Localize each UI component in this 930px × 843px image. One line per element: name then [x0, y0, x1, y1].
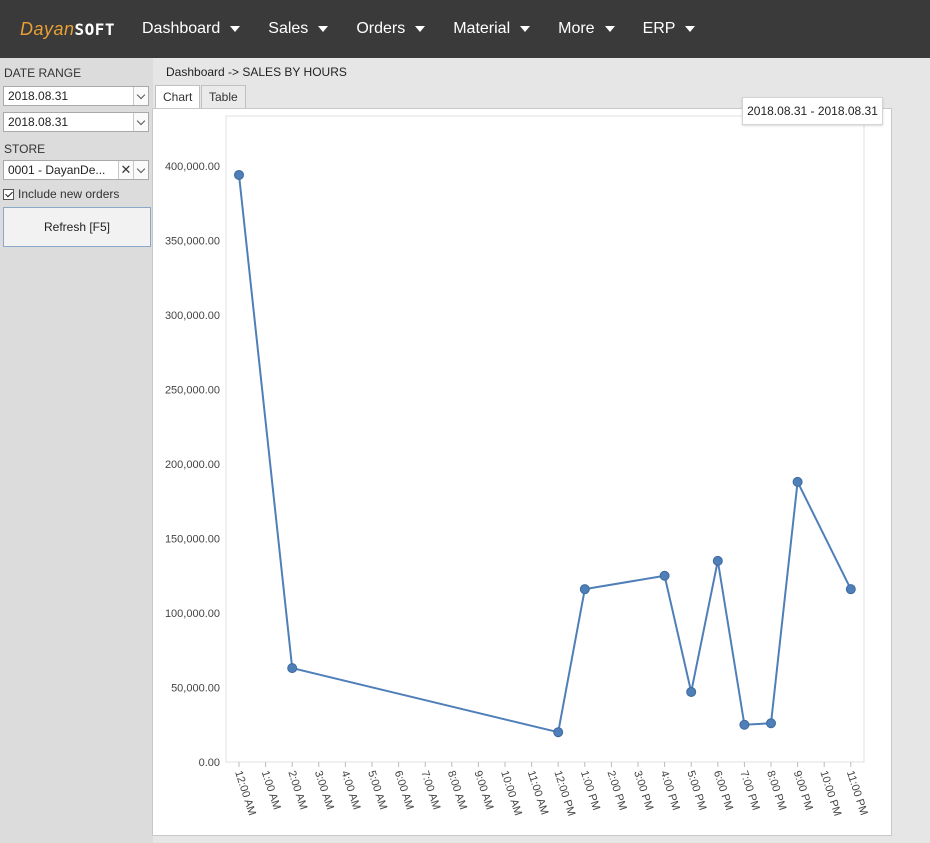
x-tick-label: 4:00 AM [339, 769, 363, 811]
x-tick-label: 1:00 AM [259, 769, 283, 811]
x-tick-label: 7:00 AM [418, 769, 442, 811]
y-tick-label: 400,000.00 [165, 161, 220, 173]
store-select[interactable]: 0001 - DayanDe... ✕ [3, 160, 149, 180]
menu-sales-label: Sales [268, 20, 309, 37]
caret-down-icon [520, 26, 531, 32]
data-point [659, 570, 670, 581]
x-tick-label: 3:00 PM [631, 769, 655, 812]
top-navigation-bar: Dayan SOFT Dashboard Sales Orders Materia… [0, 0, 930, 58]
sales-by-hours-chart: 0.00 50,000.00 100,000.00 150,000.00 200,000… [165, 115, 870, 818]
clear-icon[interactable]: ✕ [118, 161, 133, 179]
dayansoft-logo[interactable]: Dayan SOFT [20, 19, 120, 40]
menu-orders[interactable]: Orders [356, 20, 426, 38]
chevron-down-icon [136, 116, 146, 125]
caret-down-icon [415, 26, 426, 32]
data-point [845, 584, 856, 595]
x-tick-label: 1:00 PM [578, 769, 602, 812]
date-range-label: DATE RANGE [4, 66, 82, 80]
x-tick-label: 9:00 AM [472, 769, 496, 811]
menu-dashboard-label: Dashboard [142, 20, 221, 37]
menu-sales[interactable]: Sales [268, 20, 329, 38]
menu-material-label: Material [453, 20, 511, 37]
x-tick-label: 6:00 PM [711, 769, 735, 812]
include-new-orders-label: Include new orders [18, 187, 120, 201]
y-tick-label: 250,000.00 [165, 385, 220, 397]
refresh-button[interactable]: Refresh [F5] [3, 207, 151, 247]
logo-text-dayan: Dayan [20, 18, 75, 39]
main-menu: Dashboard Sales Orders Material More ERP [142, 20, 723, 38]
tab-chart[interactable]: Chart [155, 85, 201, 109]
data-point [234, 169, 244, 180]
menu-erp-label: ERP [642, 20, 676, 37]
x-tick-label: 3:00 AM [312, 769, 336, 811]
x-tick-label: 4:00 PM [658, 769, 682, 812]
y-tick-label: 0.00 [199, 757, 220, 769]
series-line [238, 174, 852, 734]
data-point [712, 555, 723, 566]
x-tick-label: 2:00 PM [605, 769, 629, 812]
data-point [553, 727, 564, 738]
data-point [766, 718, 776, 729]
x-tick-label: 12:00 PM [551, 769, 577, 817]
caret-down-icon [318, 26, 329, 32]
store-dropdown-button[interactable] [133, 161, 148, 179]
data-point [686, 686, 697, 697]
x-tick-label: 12:00 AM [232, 769, 258, 817]
caret-down-icon [604, 26, 615, 32]
x-tick-label: 6:00 AM [392, 769, 416, 811]
x-tick-label: 2:00 AM [285, 769, 309, 811]
breadcrumb: Dashboard -> SALES BY HOURS [166, 65, 347, 79]
filter-sidebar: DATE RANGE 2018.08.31 2018.08.31 STORE 0… [0, 58, 153, 843]
x-tick-label: 11:00 AM [525, 769, 551, 816]
x-tick-label: 10:00 PM [817, 769, 843, 817]
logo-text-soft: SOFT [74, 19, 116, 39]
y-tick-label: 300,000.00 [165, 310, 220, 322]
x-tick-label: 7:00 PM [738, 769, 762, 812]
date-to-dropdown-button[interactable] [133, 113, 148, 131]
y-tick-label: 50,000.00 [171, 683, 220, 695]
caret-down-icon [230, 26, 241, 32]
y-tick-label: 350,000.00 [165, 236, 220, 248]
y-tick-label: 150,000.00 [165, 534, 220, 546]
data-point [287, 663, 298, 674]
menu-dashboard[interactable]: Dashboard [142, 20, 241, 38]
data-point [792, 476, 803, 487]
x-tick-label: 11:00 PM [844, 769, 870, 817]
date-from-picker[interactable]: 2018.08.31 [3, 86, 149, 106]
chevron-down-icon [136, 90, 146, 99]
caret-down-icon [685, 26, 696, 32]
menu-orders-label: Orders [356, 20, 406, 37]
date-from-value: 2018.08.31 [8, 89, 69, 103]
date-from-dropdown-button[interactable] [133, 87, 148, 105]
date-to-picker[interactable]: 2018.08.31 [3, 112, 149, 132]
data-point [739, 719, 750, 730]
date-range-badge: 2018.08.31 - 2018.08.31 [742, 97, 883, 125]
y-tick-label: 100,000.00 [165, 608, 220, 620]
y-tick-label: 200,000.00 [165, 459, 220, 471]
x-tick-label: 8:00 AM [445, 769, 469, 811]
menu-more-label: More [558, 20, 595, 37]
chart-panel: 0.00 50,000.00 100,000.00 150,000.00 200,000… [152, 108, 892, 836]
x-tick-label: 5:00 PM [684, 769, 708, 812]
x-tick-label: 9:00 PM [791, 769, 815, 812]
date-to-value: 2018.08.31 [8, 115, 69, 129]
menu-erp[interactable]: ERP [643, 20, 696, 38]
include-new-orders-option[interactable]: Include new orders [3, 187, 119, 201]
chevron-down-icon [136, 164, 146, 173]
include-new-orders-checkbox[interactable] [3, 188, 14, 200]
plot-area [225, 115, 865, 763]
store-value: 0001 - DayanDe... [8, 163, 106, 177]
x-tick-label: 10:00 AM [498, 769, 524, 817]
menu-more[interactable]: More [558, 20, 615, 38]
x-tick-label: 5:00 AM [365, 769, 389, 811]
tab-table[interactable]: Table [201, 85, 246, 109]
store-label: STORE [4, 142, 46, 156]
x-tick-label: 8:00 PM [764, 769, 788, 812]
data-point [579, 584, 590, 595]
menu-material[interactable]: Material [453, 20, 531, 38]
